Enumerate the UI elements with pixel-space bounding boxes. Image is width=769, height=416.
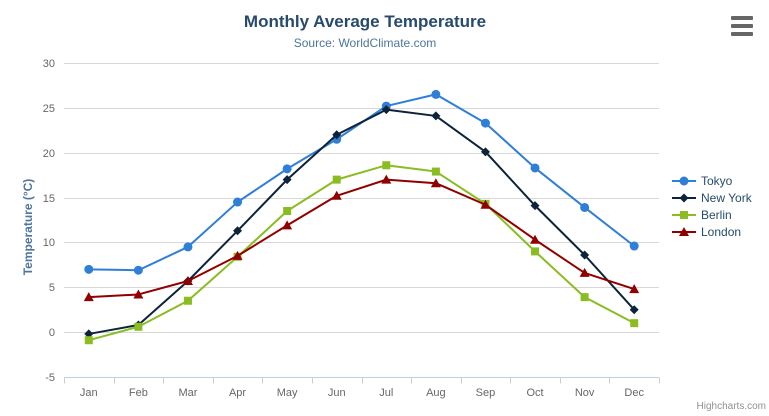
- data-point[interactable]: [83, 292, 94, 302]
- data-point[interactable]: [430, 178, 441, 188]
- y-axis-title: Temperature (°C): [21, 178, 35, 276]
- svg-text:Jan: Jan: [80, 387, 98, 399]
- export-menu-button[interactable]: [729, 14, 757, 38]
- x-axis-labels: Jan Feb Mar Apr May Jun Jul Aug Sep Oct Nov Dec: [80, 387, 645, 399]
- svg-text:30: 30: [43, 58, 55, 70]
- svg-text:Jun: Jun: [328, 387, 346, 399]
- data-point[interactable]: [431, 89, 441, 99]
- data-point[interactable]: [480, 147, 490, 157]
- data-point[interactable]: [331, 190, 342, 200]
- svg-text:May: May: [277, 387, 298, 399]
- hamburger-icon: [731, 24, 753, 28]
- data-point[interactable]: [480, 199, 491, 209]
- data-point[interactable]: [580, 250, 590, 260]
- data-point[interactable]: [282, 220, 293, 230]
- data-point[interactable]: [183, 296, 192, 305]
- highcharts-credit-link[interactable]: Highcharts.com: [696, 401, 766, 412]
- svg-text:Jul: Jul: [379, 387, 393, 399]
- data-point[interactable]: [580, 202, 590, 212]
- diamond-marker-icon: [672, 193, 696, 203]
- data-point[interactable]: [530, 163, 540, 173]
- legend: Tokyo New York Berlin London: [672, 174, 752, 239]
- data-point[interactable]: [381, 105, 391, 115]
- data-point[interactable]: [530, 234, 541, 244]
- svg-text:Aug: Aug: [426, 387, 446, 399]
- svg-text:Mar: Mar: [178, 387, 197, 399]
- data-point[interactable]: [182, 276, 193, 286]
- svg-text:10: 10: [43, 237, 55, 249]
- data-point[interactable]: [233, 226, 243, 236]
- data-point[interactable]: [580, 293, 589, 302]
- svg-text:-5: -5: [45, 372, 55, 384]
- legend-label: Berlin: [701, 208, 732, 222]
- series-tokyo: [84, 89, 639, 275]
- data-point[interactable]: [332, 175, 341, 184]
- data-point[interactable]: [332, 130, 342, 140]
- svg-text:20: 20: [43, 148, 55, 160]
- svg-text:Sep: Sep: [476, 387, 496, 399]
- data-point[interactable]: [382, 161, 391, 170]
- data-point[interactable]: [133, 289, 144, 299]
- x-axis: [64, 377, 660, 384]
- data-point[interactable]: [629, 305, 639, 315]
- triangle-marker-icon: [672, 227, 696, 236]
- data-point[interactable]: [283, 207, 292, 216]
- legend-label: Tokyo: [701, 174, 733, 188]
- data-point[interactable]: [233, 197, 243, 207]
- data-point[interactable]: [381, 174, 392, 184]
- data-point[interactable]: [84, 336, 93, 345]
- svg-text:Nov: Nov: [575, 387, 595, 399]
- legend-label: New York: [701, 191, 752, 205]
- svg-text:25: 25: [43, 103, 55, 115]
- data-point[interactable]: [84, 264, 94, 274]
- circle-marker-icon: [672, 176, 696, 186]
- svg-text:Apr: Apr: [229, 387, 246, 399]
- data-point[interactable]: [133, 265, 143, 275]
- data-point[interactable]: [84, 329, 94, 339]
- svg-text:Feb: Feb: [129, 387, 148, 399]
- svg-text:Oct: Oct: [526, 387, 543, 399]
- hamburger-icon: [731, 32, 753, 36]
- data-point[interactable]: [629, 284, 640, 294]
- data-point[interactable]: [431, 167, 440, 176]
- legend-item-berlin[interactable]: Berlin: [672, 208, 752, 222]
- data-point[interactable]: [480, 118, 490, 128]
- data-point[interactable]: [530, 201, 540, 211]
- legend-item-new-york[interactable]: New York: [672, 191, 752, 205]
- svg-text:5: 5: [49, 282, 55, 294]
- chart-subtitle: Source: WorldClimate.com: [293, 36, 437, 50]
- svg-text:0: 0: [49, 327, 55, 339]
- svg-text:15: 15: [43, 193, 55, 205]
- data-point[interactable]: [531, 247, 540, 256]
- series-london: [83, 174, 640, 302]
- y-axis-labels: -5 0 5 10 15 20 25 30: [43, 58, 55, 384]
- data-point[interactable]: [579, 267, 590, 277]
- series-new-york: [84, 105, 639, 339]
- chart-title: Monthly Average Temperature: [243, 12, 487, 31]
- legend-label: London: [701, 225, 742, 239]
- legend-item-london[interactable]: London: [672, 225, 752, 239]
- data-point[interactable]: [232, 250, 243, 260]
- data-point[interactable]: [630, 319, 639, 328]
- data-point[interactable]: [282, 175, 292, 185]
- grid-lines: [64, 63, 659, 333]
- hamburger-icon: [731, 16, 753, 20]
- data-point[interactable]: [282, 164, 292, 174]
- square-marker-icon: [672, 211, 696, 219]
- legend-item-tokyo[interactable]: Tokyo: [672, 174, 752, 188]
- data-point[interactable]: [629, 241, 639, 251]
- data-point[interactable]: [431, 111, 441, 121]
- data-point[interactable]: [183, 242, 193, 252]
- svg-text:Dec: Dec: [624, 387, 644, 399]
- data-point[interactable]: [134, 322, 143, 331]
